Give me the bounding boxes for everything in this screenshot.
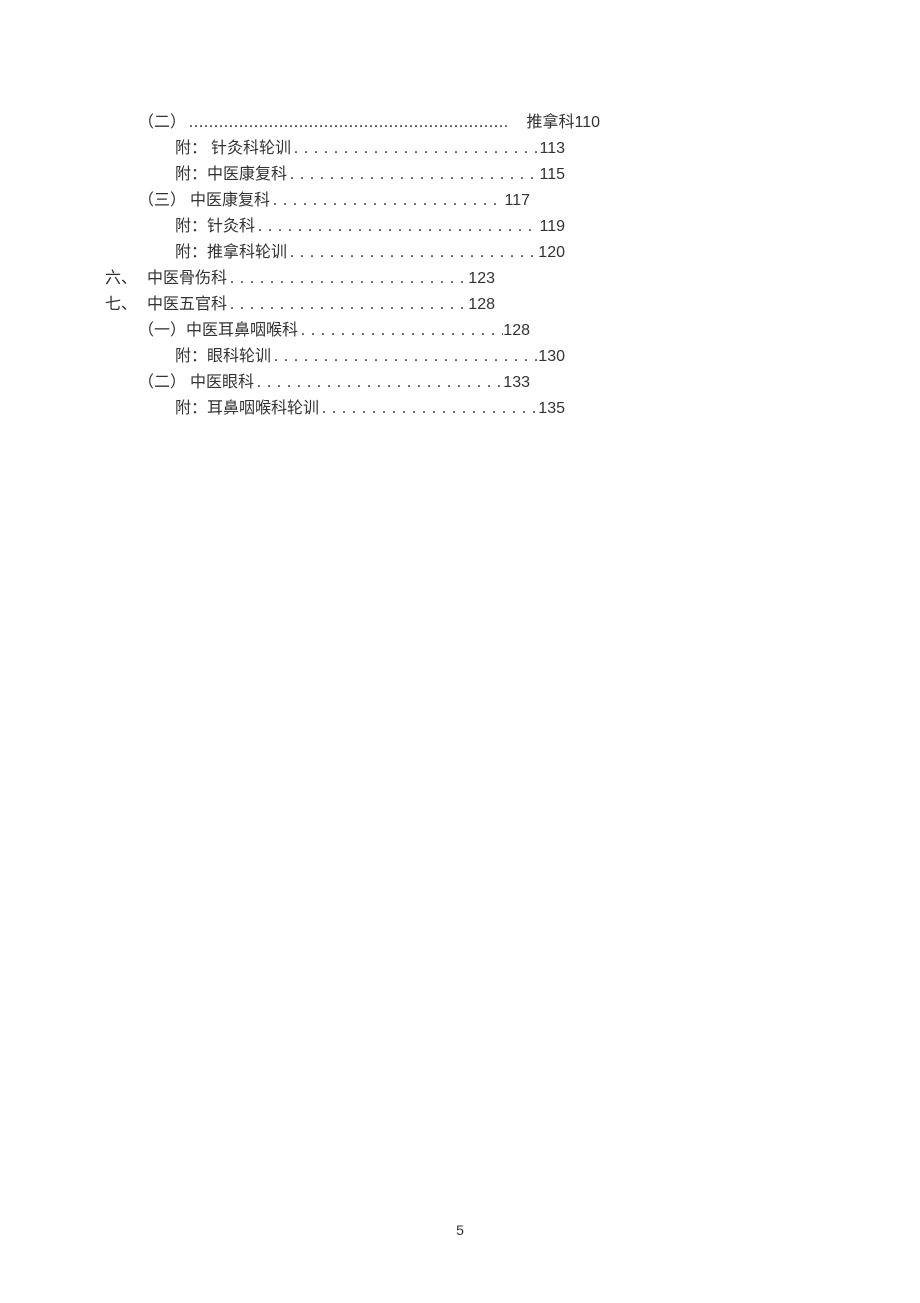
toc-container: （二）.....................................…: [105, 110, 815, 422]
toc-entry-label: 附：眼科轮训: [175, 344, 271, 370]
toc-entry-page: 115: [539, 162, 565, 188]
toc-entry: 附： 针灸科轮训 . . . . . . . . . . . . . . . .…: [105, 136, 565, 162]
toc-entry-prefix: 七、: [105, 292, 147, 318]
toc-entry-page: 113: [539, 136, 565, 162]
toc-entry-leader: . . . . . . . . . . . . . . . . . . . . …: [319, 396, 538, 422]
toc-entry: 附：耳鼻咽喉科轮训 . . . . . . . . . . . . . . . …: [105, 396, 565, 422]
toc-entry-label: 附：针灸科: [175, 214, 255, 240]
toc-entry-leader: . . . . . . . . . . . . . . . . . . . . …: [287, 240, 538, 266]
toc-entry: 六、中医骨伤科 . . . . . . . . . . . . . . . . …: [105, 266, 495, 292]
toc-entry-label: （三） 中医康复科: [138, 188, 270, 214]
page-footer-number: 5: [0, 1222, 920, 1238]
toc-entry-page: 110: [574, 110, 600, 136]
toc-entry-leader: . . . . . . . . . . . . . . . . . . . . …: [291, 136, 539, 162]
toc-entry-leader: . . . . . . . . . . . . . . . . . . . . …: [271, 344, 538, 370]
toc-entry-leader: . . . . . . . . . . . . . . . . . . . . …: [255, 214, 539, 240]
toc-entry: 附：推拿科轮训 . . . . . . . . . . . . . . . . …: [105, 240, 565, 266]
toc-entry-prefix: 六、: [105, 266, 147, 292]
toc-entry-label: （二）: [138, 110, 186, 136]
toc-entry-label: （二） 中医眼科: [138, 370, 254, 396]
toc-entry-leader: . . . . . . . . . . . . . . . . . . . . …: [270, 188, 504, 214]
toc-entry: 七、中医五官科 . . . . . . . . . . . . . . . . …: [105, 292, 495, 318]
toc-entry-leader: . . . . . . . . . . . . . . . . . . . . …: [298, 318, 503, 344]
toc-entry-leader: . . . . . . . . . . . . . . . . . . . . …: [287, 162, 539, 188]
toc-entry: 附：眼科轮训 . . . . . . . . . . . . . . . . .…: [105, 344, 565, 370]
toc-entry-page: 135: [538, 396, 565, 422]
toc-entry: （二） 中医眼科 . . . . . . . . . . . . . . . .…: [105, 370, 530, 396]
toc-entry-label: 附：中医康复科: [175, 162, 287, 188]
toc-entry-leader: . . . . . . . . . . . . . . . . . . . . …: [227, 292, 468, 318]
toc-entry-leader: . . . . . . . . . . . . . . . . . . . . …: [254, 370, 503, 396]
toc-entry-page: 130: [538, 344, 565, 370]
toc-entry-label: 中医骨伤科: [147, 266, 227, 292]
toc-entry: 附：针灸科 . . . . . . . . . . . . . . . . . …: [105, 214, 565, 240]
toc-entry-label: 附： 针灸科轮训: [175, 136, 291, 162]
toc-entry: （三） 中医康复科 . . . . . . . . . . . . . . . …: [105, 188, 530, 214]
toc-entry-suffix: 推拿科: [526, 110, 574, 136]
toc-entry-leader: ........................................…: [186, 110, 526, 136]
toc-entry-label: （一）中医耳鼻咽喉科: [138, 318, 298, 344]
toc-entry-page: 123: [468, 266, 495, 292]
toc-entry-page: 128: [503, 318, 530, 344]
toc-entry-page: 120: [538, 240, 565, 266]
toc-entry-leader: . . . . . . . . . . . . . . . . . . . . …: [227, 266, 468, 292]
toc-entry-page: 133: [503, 370, 530, 396]
toc-entry-page: 119: [539, 214, 565, 240]
toc-entry-label: 附：推拿科轮训: [175, 240, 287, 266]
toc-entry-page: 117: [504, 188, 530, 214]
toc-entry-label: 中医五官科: [147, 292, 227, 318]
toc-entry-page: 128: [468, 292, 495, 318]
toc-entry: （二）.....................................…: [105, 110, 600, 136]
toc-entry: （一）中医耳鼻咽喉科 . . . . . . . . . . . . . . .…: [105, 318, 530, 344]
toc-entry-label: 附：耳鼻咽喉科轮训: [175, 396, 319, 422]
toc-entry: 附：中医康复科 . . . . . . . . . . . . . . . . …: [105, 162, 565, 188]
